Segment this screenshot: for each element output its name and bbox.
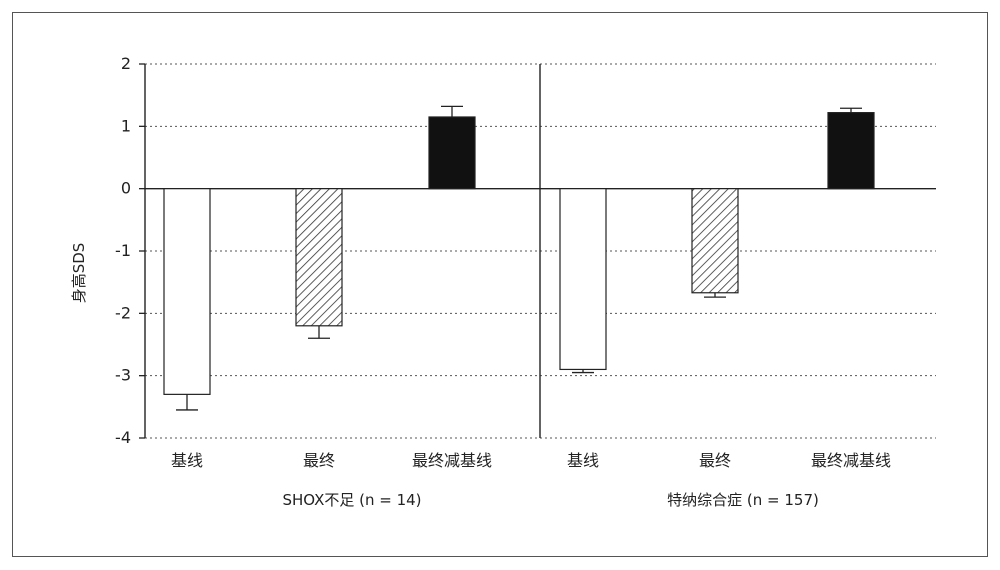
x-tick-label: 最终	[303, 451, 335, 470]
y-tick-label: 2	[121, 54, 131, 73]
y-tick-label: -4	[115, 428, 131, 447]
bar	[827, 112, 875, 190]
x-tick-label: 最终减基线	[811, 451, 891, 470]
labels: 2 1 0 -1 -2 -3 -4 身高SDS 基线 最终 最终减基线 SHOX不足 (n = 14)…	[70, 54, 891, 509]
x-tick-label: 基线	[171, 451, 203, 470]
group-label: SHOX不足 (n = 14)	[282, 491, 421, 509]
x-tick-label: 最终减基线	[412, 451, 492, 470]
y-tick-label: -1	[115, 241, 131, 260]
y-tick-label: -2	[115, 303, 131, 322]
bar	[295, 188, 343, 327]
y-axis-label: 身高SDS	[70, 243, 88, 304]
y-tick-label: 0	[121, 179, 131, 198]
x-tick-label: 基线	[567, 451, 599, 470]
axes	[139, 63, 936, 439]
y-tick-label: -3	[115, 366, 131, 385]
y-tick-label: 1	[121, 116, 131, 135]
bars	[163, 105, 875, 411]
bar	[428, 116, 476, 190]
bar	[163, 188, 211, 395]
figure-frame	[12, 12, 988, 557]
bar	[559, 188, 607, 371]
bar	[691, 188, 739, 294]
group-label: 特纳综合症 (n = 157)	[667, 491, 819, 509]
x-tick-label: 最终	[699, 451, 731, 470]
